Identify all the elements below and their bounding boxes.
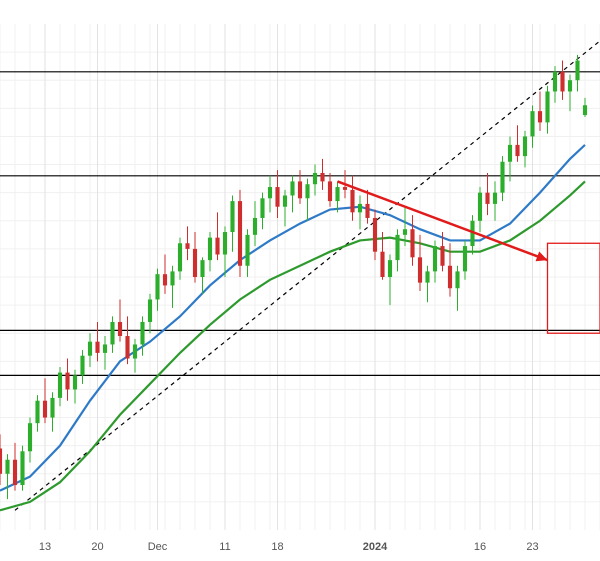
x-tick-label: 23 <box>526 541 538 553</box>
x-tick-label: 2024 <box>363 541 387 553</box>
x-tick-label: 16 <box>474 541 486 553</box>
price-chart[interactable]: X O 15276.30 H 15336.80 L 15268.83 C 153… <box>0 0 600 561</box>
x-tick-label: Dec <box>148 541 168 553</box>
x-tick-label: 11 <box>219 541 230 553</box>
x-tick-label: 20 <box>91 541 103 553</box>
x-tick-label: 18 <box>271 541 283 553</box>
chart-svg <box>0 0 600 561</box>
x-tick-label: 13 <box>39 541 51 553</box>
